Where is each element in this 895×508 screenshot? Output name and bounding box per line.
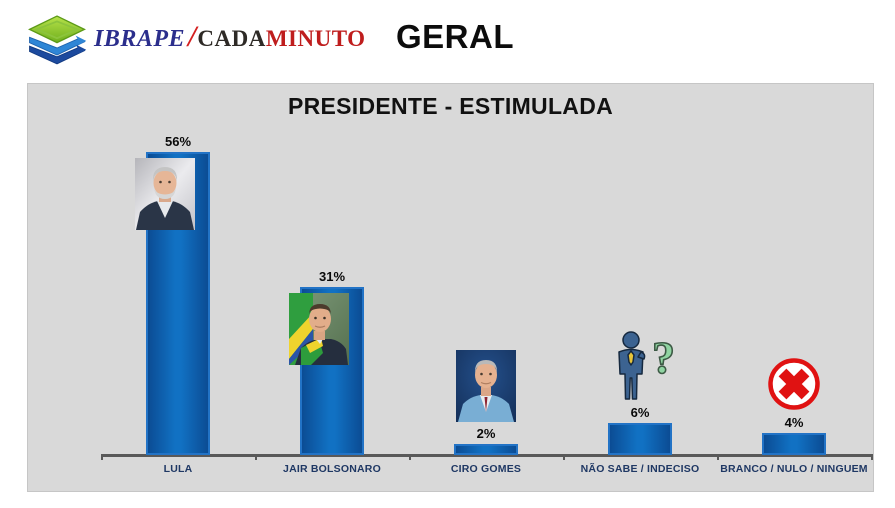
undecided-person-question-icon: ? (608, 331, 678, 403)
bolsonaro-photo (289, 293, 349, 365)
x-axis-label-branco-nulo-ninguem: BRANCO / NULO / NINGUEM (720, 463, 868, 475)
x-axis-label-lula: LULA (163, 463, 193, 475)
ciro-gomes-photo (456, 350, 516, 422)
bar-branco-nulo-ninguem (762, 433, 826, 455)
brand-slash-separator: / (188, 20, 197, 53)
chart-title: PRESIDENTE - ESTIMULADA (287, 93, 614, 119)
x-axis-label-jair-bolsonaro: JAIR BOLSONARO (283, 463, 381, 475)
brand-ibrape-text: IBRAPE (94, 26, 186, 52)
x-axis-tick (871, 455, 873, 460)
x-axis-label-ciro-gomes: CIRO GOMES (450, 463, 522, 475)
svg-text:?: ? (652, 332, 675, 383)
x-axis-label-n-o-sabe-indeciso: NÃO SABE / INDECISO (580, 463, 700, 475)
x-axis-tick (255, 455, 257, 460)
x-axis-tick (101, 455, 103, 460)
layers-arrows-logo-icon (28, 14, 87, 64)
section-title: GERAL (396, 18, 514, 55)
lula-photo (135, 158, 195, 230)
x-axis-tick (717, 455, 719, 460)
chart-panel: PRESIDENTE - ESTIMULADA 56% LULA 31% JAIR… (27, 83, 874, 492)
value-label-branco-nulo-ninguem: 4% (784, 415, 804, 430)
brand-cada-text: CADA (197, 26, 266, 51)
header: IBRAPE/CADAMINUTO GERAL (0, 0, 895, 78)
brand-minuto-text: MINUTO (265, 26, 366, 51)
value-label-n-o-sabe-indeciso: 6% (630, 405, 650, 420)
brand-wordmark: IBRAPE/CADAMINUTO (94, 11, 366, 68)
value-label-ciro-gomes: 2% (476, 426, 496, 441)
x-axis-line (101, 454, 873, 457)
brand-logo: IBRAPE/CADAMINUTO (26, 11, 366, 68)
bar-chart-plot-area: 56% LULA 31% JAIR BOLSONARO 2% (28, 84, 873, 491)
x-axis-tick (563, 455, 565, 460)
bar-n-o-sabe-indeciso (608, 423, 672, 455)
x-axis-tick (409, 455, 411, 460)
value-label-jair-bolsonaro: 31% (318, 269, 346, 284)
bar-ciro-gomes (454, 444, 518, 455)
red-x-circle-icon (767, 357, 821, 411)
value-label-lula: 56% (164, 134, 192, 149)
